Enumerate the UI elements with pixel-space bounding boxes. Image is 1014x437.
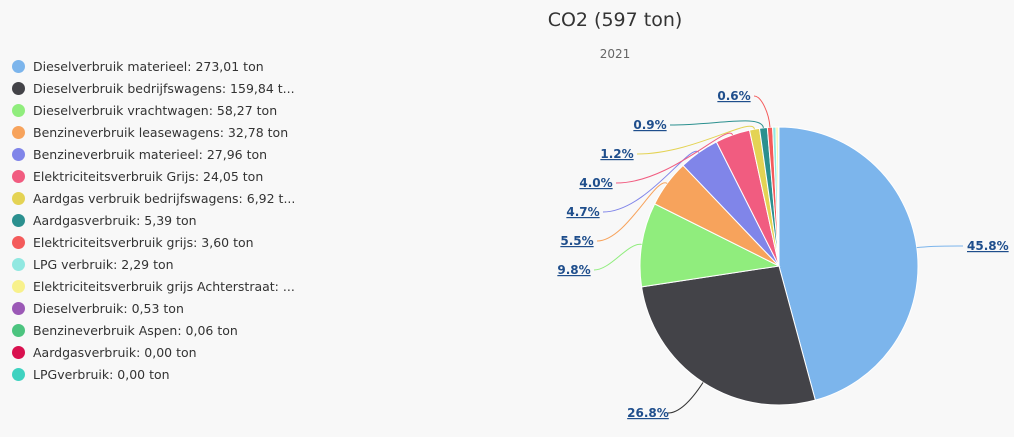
label-connector xyxy=(596,182,668,242)
legend-swatch xyxy=(12,59,25,73)
label-connector xyxy=(615,132,734,184)
data-label[interactable]: 0.6% xyxy=(717,89,750,103)
data-label[interactable]: 4.7% xyxy=(566,205,599,219)
legend-item[interactable]: Elektriciteitsverbruik Grijs: 24,05 ton xyxy=(12,165,312,187)
legend-item[interactable]: Benzineverbruik leasewagens: 32,78 ton xyxy=(12,121,312,143)
data-label[interactable]: 5.5% xyxy=(560,234,593,248)
data-label[interactable]: 26.8% xyxy=(627,406,669,420)
legend-item[interactable]: Elektriciteitsverbruik grijs: 3,60 ton xyxy=(12,231,312,253)
legend-item[interactable]: Elektriciteitsverbruik grijs Achterstraa… xyxy=(12,275,312,297)
legend-item[interactable]: Dieselverbruik vrachtwagen: 58,27 ton xyxy=(12,99,312,121)
data-label[interactable]: 0.9% xyxy=(633,118,666,132)
legend-item[interactable]: Aardgasverbruik: 5,39 ton xyxy=(12,209,312,231)
legend-swatch xyxy=(12,323,25,337)
data-label[interactable]: 1.2% xyxy=(600,147,633,161)
legend-swatch xyxy=(12,81,25,95)
legend-swatch xyxy=(12,257,25,271)
legend-swatch xyxy=(12,103,25,117)
legend-swatch xyxy=(12,345,25,359)
legend-item[interactable]: Dieselverbruik bedrijfswagens: 159,84 t.… xyxy=(12,77,312,99)
legend-swatch xyxy=(12,147,25,161)
data-label[interactable]: 9.8% xyxy=(557,263,590,277)
label-connector xyxy=(669,120,764,129)
legend-item[interactable]: Aardgasverbruik: 0,00 ton xyxy=(12,341,312,363)
legend-swatch xyxy=(12,367,25,381)
chart-subtitle: 2021 xyxy=(599,47,631,61)
label-connector xyxy=(602,150,700,213)
chart-legend: Dieselverbruik materieel: 273,01 ton Dies… xyxy=(12,55,312,385)
pie-slice[interactable] xyxy=(778,126,919,401)
chart-title: CO2 (597 ton) xyxy=(547,9,683,31)
legend-swatch xyxy=(12,235,25,249)
legend-item[interactable]: LPGverbruik: 0,00 ton xyxy=(12,363,312,385)
pie-slice[interactable] xyxy=(641,265,816,406)
legend-swatch xyxy=(12,125,25,139)
legend-item[interactable]: Benzineverbruik materieel: 27,96 ton xyxy=(12,143,312,165)
data-label[interactable]: 4.0% xyxy=(579,176,612,190)
legend-item[interactable]: Benzineverbruik Aspen: 0,06 ton xyxy=(12,319,312,341)
legend-item[interactable]: Dieselverbruik materieel: 273,01 ton xyxy=(12,55,312,77)
legend-swatch xyxy=(12,279,25,293)
legend-item[interactable]: LPG verbruik: 2,29 ton xyxy=(12,253,312,275)
label-connector xyxy=(667,382,704,414)
legend-swatch xyxy=(12,191,25,205)
legend-swatch xyxy=(12,301,25,315)
legend-item[interactable]: Dieselverbruik: 0,53 ton xyxy=(12,297,312,319)
label-connector xyxy=(753,95,771,128)
label-connector xyxy=(593,243,642,271)
legend-item[interactable]: Aardgas verbruik bedrijfswagens: 6,92 t.… xyxy=(12,187,312,209)
label-connector xyxy=(636,125,755,155)
pie-slice[interactable] xyxy=(639,203,781,288)
legend-swatch xyxy=(12,213,25,227)
data-label[interactable]: 45.8% xyxy=(967,239,1009,253)
label-connector xyxy=(916,245,964,249)
legend-swatch xyxy=(12,169,25,183)
